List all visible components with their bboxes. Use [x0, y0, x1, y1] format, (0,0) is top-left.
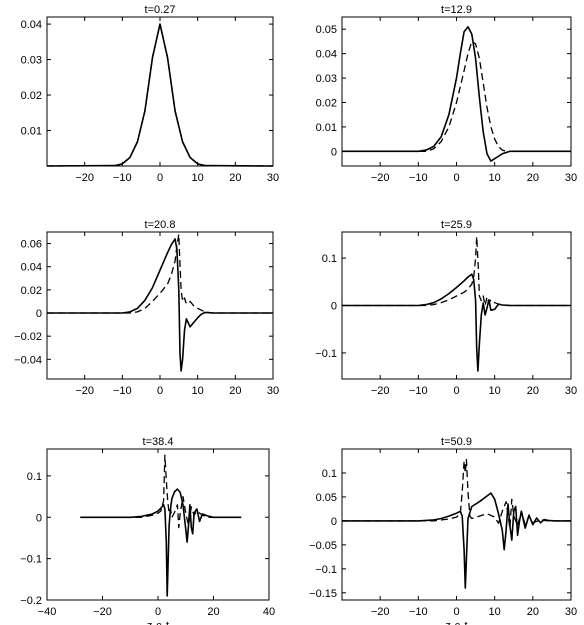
x-tick-label: 10	[489, 606, 501, 618]
x-tick-label: 30	[267, 172, 279, 184]
dashed-series-line	[342, 40, 571, 152]
y-tick-label: 0.1	[27, 471, 42, 483]
x-tick-label: 30	[565, 606, 577, 618]
y-tick-label: 0.04	[21, 262, 42, 274]
subplot-title: t=12.9	[441, 4, 472, 16]
y-tick-label: 0.02	[21, 285, 42, 297]
axes-frame	[46, 231, 274, 380]
x-tick-label: −40	[38, 606, 57, 618]
x-tick-label: −10	[113, 385, 132, 397]
x-tick-label: 10	[192, 172, 204, 184]
x-tick-label: 20	[229, 385, 241, 397]
x-tick-label: 10	[489, 172, 501, 184]
y-tick-label: −0.1	[315, 348, 337, 360]
y-tick-label: −0.1	[20, 554, 42, 566]
x-tick-label: 0	[453, 385, 459, 397]
y-tick-label: −0.2	[20, 595, 42, 607]
subplot-title: t=20.8	[145, 219, 176, 231]
x-tick-label: −20	[93, 606, 112, 618]
axes-frame	[46, 448, 270, 601]
dashed-series-line	[47, 233, 273, 314]
x-tick-label: 20	[229, 172, 241, 184]
subplot-3: t=20.8 −20 −10 0 10 20 30 −0.04 −0.02 0 0.02 0.04 0.…	[14, 219, 279, 397]
x-tick-label: 30	[565, 385, 577, 397]
y-tick-label: 0.03	[21, 55, 42, 67]
y-tick-label: 0.04	[316, 49, 337, 61]
y-tick-label: 0.06	[21, 239, 42, 251]
subplot-5: t=38.4 −40 −20 0 20 40 −0.2 −0.1 0 0.1 z-c0t	[20, 436, 275, 625]
x-tick-label: −20	[371, 385, 390, 397]
x-tick-label: 0	[157, 385, 163, 397]
y-tick-label: −0.04	[14, 354, 42, 366]
subplot-title: t=38.4	[143, 436, 174, 448]
y-tick-label: 0	[331, 516, 337, 528]
y-tick-label: 0	[36, 308, 42, 320]
y-tick-label: 0.02	[21, 90, 42, 102]
subplot-2: t=12.9 −20 −10 0 10 20 30 0 0.01 0.02 0.03 0.04 0.05	[316, 4, 578, 184]
y-tick-label: 0	[36, 512, 42, 524]
x-tick-label: 0	[453, 172, 459, 184]
dashed-series-line	[80, 454, 242, 529]
x-tick-label: 0	[157, 172, 163, 184]
subplot-4: t=25.9 −20 −10 0 10 20 30 −0.1 0 0.1	[315, 219, 577, 397]
solid-series-line	[342, 273, 571, 372]
axes-frame	[46, 16, 274, 167]
x-tick-label: −20	[371, 172, 390, 184]
y-tick-label: 0.05	[316, 492, 337, 504]
y-tick-label: 0.1	[322, 253, 337, 265]
y-tick-label: −0.05	[309, 540, 337, 552]
x-tick-label: 20	[527, 606, 539, 618]
axes-frame	[341, 16, 572, 167]
y-tick-label: 0	[331, 301, 337, 313]
x-tick-label: −20	[371, 606, 390, 618]
x-tick-label: −10	[409, 606, 428, 618]
x-axis-label: z-c0t	[147, 620, 169, 625]
y-tick-label: −0.1	[315, 564, 337, 576]
subplot-title: t=0.27	[145, 4, 176, 16]
y-tick-label: 0.04	[21, 19, 42, 31]
subplot-title: t=50.9	[441, 436, 472, 448]
x-tick-label: −10	[113, 172, 132, 184]
y-tick-label: −0.15	[309, 588, 337, 600]
x-tick-label: −20	[75, 172, 94, 184]
x-tick-label: 40	[263, 606, 275, 618]
dashed-series-line	[342, 236, 571, 307]
x-tick-label: 10	[489, 385, 501, 397]
x-tick-label: 30	[565, 172, 577, 184]
dashed-series-line	[46, 23, 274, 167]
y-tick-label: 0.03	[316, 73, 337, 85]
x-axis-label: z-c0t	[445, 620, 467, 625]
x-tick-label: −10	[409, 172, 428, 184]
subplot-6: t=50.9 −20 −10 0 10 20 30 −0.15 −0.1 −0.05 0 0.05 0.…	[309, 436, 577, 625]
x-tick-label: 30	[267, 385, 279, 397]
solid-series-line	[80, 488, 242, 597]
dashed-series-line	[342, 458, 571, 529]
y-tick-label: 0.01	[21, 126, 42, 138]
y-tick-label: 0.1	[322, 468, 337, 480]
x-tick-label: −10	[409, 385, 428, 397]
axes-frame	[341, 448, 572, 601]
solid-series-line	[47, 238, 273, 372]
y-tick-label: 0.02	[316, 97, 337, 109]
y-tick-label: 0.05	[316, 24, 337, 36]
x-tick-label: −20	[75, 385, 94, 397]
solid-series-line	[342, 25, 571, 162]
y-tick-label: −0.02	[14, 331, 42, 343]
y-tick-label: 0.01	[316, 122, 337, 134]
subplot-title: t=25.9	[441, 219, 472, 231]
x-tick-label: 20	[207, 606, 219, 618]
y-tick-label: 0	[331, 146, 337, 158]
subplot-1: t=0.27 −20 −10 0 10 20 30 0.01 0.02 0.03 0.04	[21, 4, 280, 184]
x-tick-label: 0	[155, 606, 161, 618]
x-tick-label: 0	[453, 606, 459, 618]
x-tick-label: 10	[192, 385, 204, 397]
x-tick-label: 20	[527, 385, 539, 397]
x-tick-label: 20	[527, 172, 539, 184]
